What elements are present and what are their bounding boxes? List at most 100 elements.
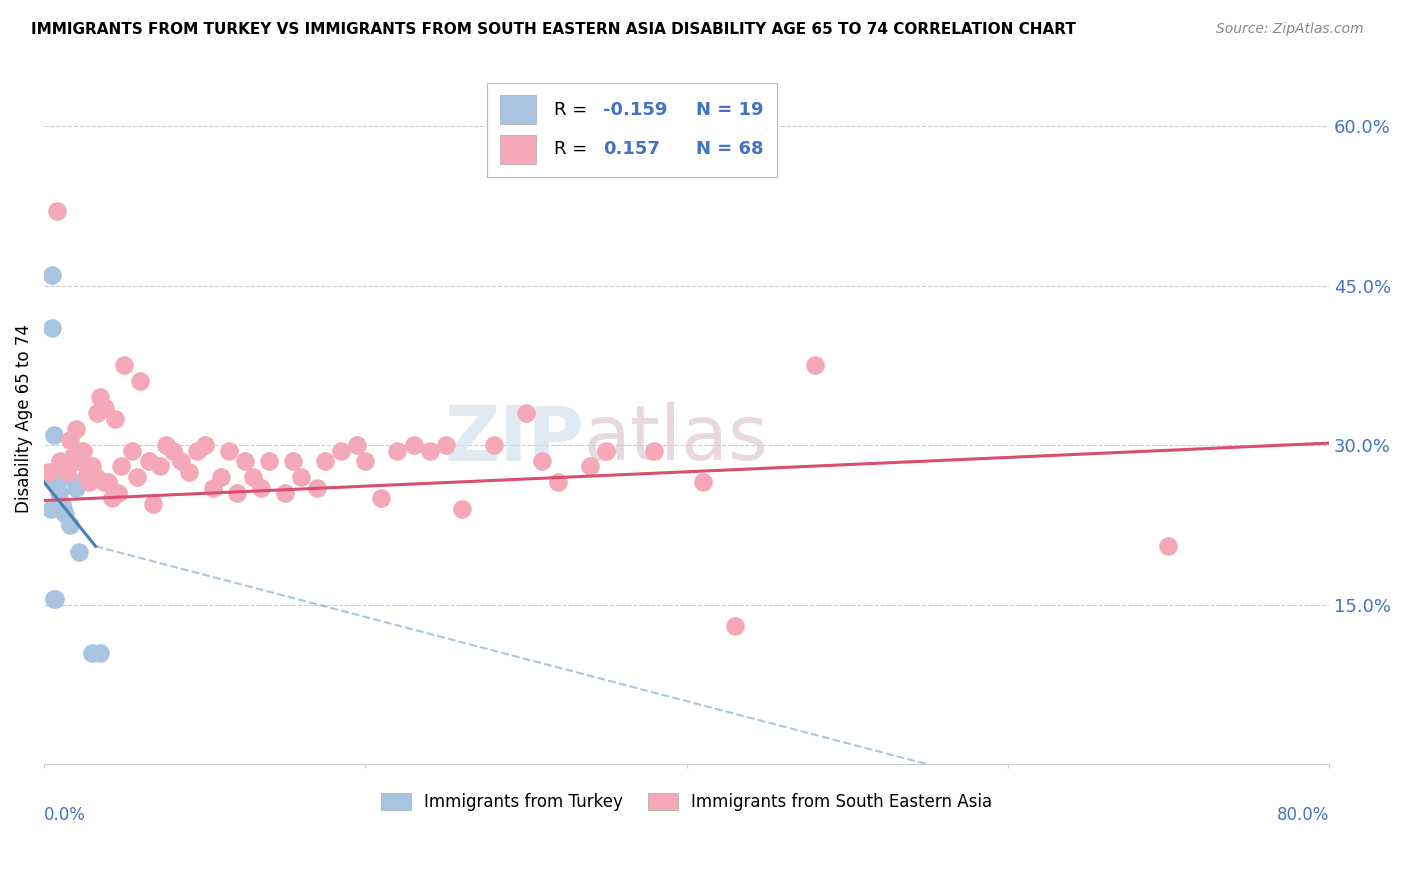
Point [46,475,69,490]
Point [41,321,63,335]
Point [112,359,135,373]
Text: 80.0%: 80.0% [1277,805,1329,823]
Point [242,470,264,484]
Point [59,433,82,447]
Point [307,481,329,495]
Point [804,359,827,373]
Text: R =: R = [554,140,593,158]
Point [55,465,77,479]
Point [450,502,472,516]
Point [155,438,177,452]
Point [201,481,224,495]
Point [59,518,82,533]
Text: Source: ZipAtlas.com: Source: ZipAtlas.com [1216,22,1364,37]
Point [48,486,70,500]
Point [77,475,100,490]
Point [162,443,184,458]
Point [643,443,665,458]
Point [274,486,297,500]
Point [257,454,280,468]
Point [530,454,553,468]
Point [142,497,165,511]
Point [52,502,75,516]
Point [218,443,240,458]
Point [62,449,84,463]
Point [1157,539,1180,553]
Point [209,470,232,484]
Point [402,438,425,452]
Point [127,470,149,484]
Point [39,502,62,516]
Point [250,481,273,495]
Point [225,486,247,500]
Point [434,438,457,452]
Point [44,592,66,607]
Text: 0.157: 0.157 [603,140,659,158]
Point [107,486,129,500]
Point [110,459,132,474]
Point [346,438,368,452]
Point [65,481,87,495]
Text: -0.159: -0.159 [603,101,668,119]
Point [58,470,80,484]
Point [138,454,160,468]
Point [89,390,111,404]
Point [75,470,97,484]
Point [49,497,72,511]
Point [233,454,256,468]
Text: IMMIGRANTS FROM TURKEY VS IMMIGRANTS FROM SOUTH EASTERN ASIA DISABILITY AGE 65 T: IMMIGRANTS FROM TURKEY VS IMMIGRANTS FRO… [31,22,1076,37]
Point [38,465,60,479]
Point [281,454,304,468]
Point [38,470,60,484]
Point [419,443,441,458]
Point [82,646,104,660]
Point [72,443,94,458]
Point [129,375,152,389]
Point [49,454,72,468]
Point [370,491,392,506]
Text: atlas: atlas [583,402,769,476]
Point [46,204,69,219]
Point [515,406,537,420]
Point [41,268,63,282]
Point [149,459,172,474]
Point [121,443,143,458]
Text: N = 68: N = 68 [696,140,763,158]
Point [482,438,505,452]
Point [51,497,73,511]
Point [177,465,200,479]
Text: N = 19: N = 19 [696,101,763,119]
Point [547,475,569,490]
Point [97,475,120,490]
Point [100,491,122,506]
Point [314,454,336,468]
Point [65,422,87,436]
Point [692,475,714,490]
Point [69,544,91,558]
Point [42,592,65,607]
Point [290,470,312,484]
Point [86,406,108,420]
Text: 0.0%: 0.0% [44,805,86,823]
Point [194,438,217,452]
Text: ZIP: ZIP [444,402,583,476]
Point [579,459,602,474]
Bar [501,95,536,124]
Point [42,427,65,442]
Point [330,443,353,458]
FancyBboxPatch shape [488,83,776,177]
Point [186,443,208,458]
Point [387,443,409,458]
Point [354,454,377,468]
Bar [501,135,536,163]
Point [89,646,111,660]
Legend: Immigrants from Turkey, Immigrants from South Eastern Asia: Immigrants from Turkey, Immigrants from … [374,787,1000,818]
Point [595,443,617,458]
Y-axis label: Disability Age 65 to 74: Disability Age 65 to 74 [15,324,32,513]
Point [104,411,127,425]
Point [82,459,104,474]
Point [93,475,115,490]
Point [69,454,91,468]
Point [84,470,107,484]
Point [94,401,117,415]
